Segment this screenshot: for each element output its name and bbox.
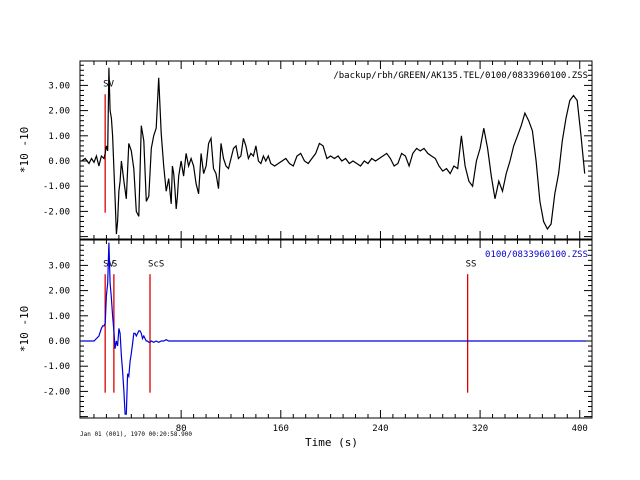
y-tick-label: -1.00	[43, 182, 70, 192]
y-tick-label: 3.00	[48, 81, 70, 91]
y-tick-label: 1.00	[48, 132, 70, 142]
plot-frame	[79, 60, 593, 240]
x-tick-label: 160	[273, 424, 289, 434]
y-tick-label: 3.00	[48, 261, 70, 271]
phase-label: SS	[466, 260, 477, 270]
waveform-trace	[81, 242, 586, 415]
phase-label: ScS	[148, 260, 164, 270]
x-tick-label: 320	[472, 424, 488, 434]
y-tick-label: 2.00	[48, 287, 70, 297]
record-timestamp: Jan 01 (001), 1970 00:20:58.900	[80, 431, 192, 438]
trace-title: 0100/0833960100.ZSS	[485, 250, 588, 260]
y-axis-label: *10 -10	[18, 306, 31, 352]
plot-frame	[79, 239, 593, 419]
y-tick-label: -2.00	[43, 387, 70, 397]
panel-bottom: 3.00 2.00 1.00 0.00 -1.00 -2.00 *10 -10 0100/08…	[18, 239, 593, 434]
panel-top: 3.00 2.00 1.00 0.00 -1.00 -2.00 *10 -10/backup…	[18, 60, 593, 240]
waveform-trace	[81, 67, 586, 235]
y-axis-label: *10 -10	[18, 127, 31, 173]
y-tick-label: 1.00	[48, 312, 70, 322]
x-tick-label: 400	[572, 424, 588, 434]
trace-title: /backup/rbh/GREEN/AK135.TEL/0100/0833960…	[333, 71, 588, 81]
phase-label: SV	[103, 260, 114, 270]
x-tick-label: 80	[176, 424, 187, 434]
y-tick-label: -2.00	[43, 207, 70, 217]
phase-label: S	[112, 260, 117, 270]
x-axis-label: Time (s)	[305, 436, 358, 449]
y-tick-label: -1.00	[43, 362, 70, 372]
y-tick-label: 0.00	[48, 157, 70, 167]
x-tick-label: 240	[372, 424, 388, 434]
y-tick-label: 2.00	[48, 107, 70, 117]
y-tick-label: 0.00	[48, 337, 70, 347]
